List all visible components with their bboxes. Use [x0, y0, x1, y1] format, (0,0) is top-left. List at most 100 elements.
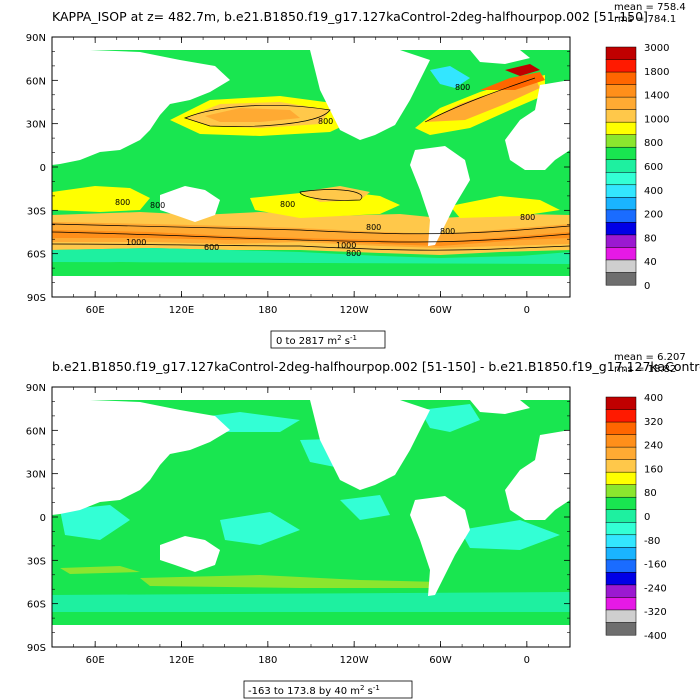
- colorbar-swatch: [605, 609, 637, 623]
- x-tick-label: 180: [258, 305, 277, 316]
- panel-2-streak-2: [60, 566, 140, 574]
- colorbar-swatch: [605, 172, 637, 186]
- colorbar-label: 1800: [644, 67, 669, 78]
- colorbar-label: 200: [644, 210, 663, 221]
- panel-1-iceland-max: [505, 64, 540, 76]
- panel-1-range-sup: 2: [337, 334, 341, 342]
- colorbar-swatch: [605, 209, 637, 223]
- colorbar-swatch: [605, 446, 637, 461]
- colorbar-label: 80: [644, 488, 657, 499]
- panel-1-contour-label-10: 600: [204, 243, 219, 252]
- colorbar-swatch: [605, 272, 637, 286]
- panel-1-contour-label-2: 800: [115, 198, 130, 207]
- panel-2-range-main: -163 to 173.8 by 40 m: [248, 686, 360, 697]
- colorbar-swatch: [605, 547, 637, 561]
- y-tick-label: 90N: [26, 33, 46, 44]
- x-tick-label: 60W: [429, 655, 452, 666]
- colorbar-label: -320: [644, 607, 667, 618]
- colorbar-swatch: [605, 584, 637, 598]
- x-tick-label: 60E: [86, 655, 105, 666]
- colorbar-swatch: [605, 184, 637, 198]
- panel-2-colorbar: 400 320 240 160 80 0 -80 -160 -240 -320 -400: [605, 393, 667, 642]
- colorbar-swatch: [605, 434, 637, 448]
- y-tick-label: 30S: [27, 556, 46, 567]
- colorbar-swatch: [605, 146, 637, 161]
- colorbar-swatch: [605, 622, 637, 636]
- panel-1: KAPPA_ISOP at z= 482.7m, b.e21.B1850.f19…: [26, 2, 686, 349]
- colorbar-label: 1000: [644, 114, 669, 125]
- colorbar-label: 240: [644, 441, 663, 452]
- panel-2-antarctica: [52, 625, 570, 647]
- colorbar-label: 600: [644, 162, 663, 173]
- colorbar-label: 800: [644, 138, 663, 149]
- y-tick-label: 30N: [26, 470, 46, 481]
- y-tick-label: 0: [40, 163, 46, 174]
- panel-1-x-ticks: 60E 120E 180 120W 60W 0: [51, 37, 571, 316]
- panel-1-greenland: [470, 50, 530, 64]
- colorbar-swatch: [605, 71, 637, 86]
- panel-2-range-sup2: -1: [373, 684, 380, 692]
- colorbar-swatch: [605, 509, 637, 523]
- panel-1-eurasia: [52, 50, 230, 165]
- x-tick-label: 60E: [86, 305, 105, 316]
- panel-1-band-antarctic: [52, 248, 570, 264]
- panel-1-antarctica: [52, 275, 570, 297]
- y-tick-label: 90S: [27, 293, 46, 304]
- panel-1-contour-4: [183, 104, 331, 127]
- panel-2-eurasia: [52, 400, 230, 515]
- colorbar-swatch: [605, 534, 637, 548]
- panel-1-contour-label-11: 800: [440, 227, 455, 236]
- y-tick-label: 60S: [27, 250, 46, 261]
- colorbar-label: -80: [644, 536, 660, 547]
- panel-1-range-label: 0 to 2817 m2 s-1: [276, 334, 357, 347]
- panel-1-contour-2: [52, 231, 570, 243]
- colorbar-swatch: [605, 96, 637, 111]
- panel-2-mean: mean = 6.207: [614, 352, 686, 363]
- colorbar-label: -400: [644, 631, 667, 642]
- panel-2-australia: [160, 536, 220, 572]
- panel-1-north-atlantic-core: [480, 72, 545, 90]
- y-tick-label: 60S: [27, 600, 46, 611]
- colorbar-label: 400: [644, 393, 663, 404]
- panel-1-europe-africa: [505, 80, 570, 170]
- panel-2-rms: rms = 18.82: [614, 364, 676, 375]
- colorbar-swatch: [605, 46, 637, 60]
- panel-2-streak-1: [140, 575, 440, 588]
- colorbar-swatch: [605, 421, 637, 436]
- colorbar-label: 160: [644, 464, 663, 475]
- x-tick-label: 180: [258, 655, 277, 666]
- panel-1-contour-label-5: 800: [520, 213, 535, 222]
- panel-2-patch-4: [60, 505, 130, 540]
- panel-2-range-end: s: [364, 686, 372, 697]
- colorbar-swatch: [605, 409, 637, 423]
- panel-1-contour-label-4: 800: [366, 223, 381, 232]
- colorbar-label: 1400: [644, 91, 669, 102]
- panel-1-australia: [160, 186, 220, 222]
- x-tick-label: 120E: [169, 655, 194, 666]
- y-tick-label: 30S: [27, 206, 46, 217]
- colorbar-label: 80: [644, 233, 657, 244]
- panel-2-europe-africa: [505, 430, 570, 520]
- colorbar-label: 40: [644, 257, 657, 268]
- panel-2-patch-6: [460, 520, 560, 550]
- panel-1-y-ticks: 90N 60N 30N 0 30S 60S 90S: [26, 33, 570, 304]
- colorbar-swatch: [605, 396, 637, 410]
- panel-1-contour-3: [52, 243, 570, 251]
- panel-1-contour-label-6: 800: [455, 83, 470, 92]
- x-tick-label: 120W: [340, 305, 369, 316]
- panel-1-north-pacific-core: [205, 108, 300, 122]
- colorbar-label: 3000: [644, 43, 669, 54]
- colorbar-swatch: [605, 234, 637, 248]
- panel-1-mean: mean = 758.4: [614, 2, 686, 13]
- panel-1-range-box: [270, 330, 386, 349]
- panel-1-range-main: 0 to 2817 m: [276, 336, 337, 347]
- colorbar-swatch: [605, 597, 637, 611]
- colorbar-label: 0: [644, 281, 650, 292]
- colorbar-swatch: [605, 159, 637, 173]
- colorbar-swatch: [605, 84, 637, 98]
- panel-1-south-atlantic-yellow: [450, 196, 560, 218]
- panel-1-antarctic-shelf: [52, 262, 570, 276]
- panel-1-labrador-sea: [430, 66, 470, 88]
- y-tick-label: 60N: [26, 76, 46, 87]
